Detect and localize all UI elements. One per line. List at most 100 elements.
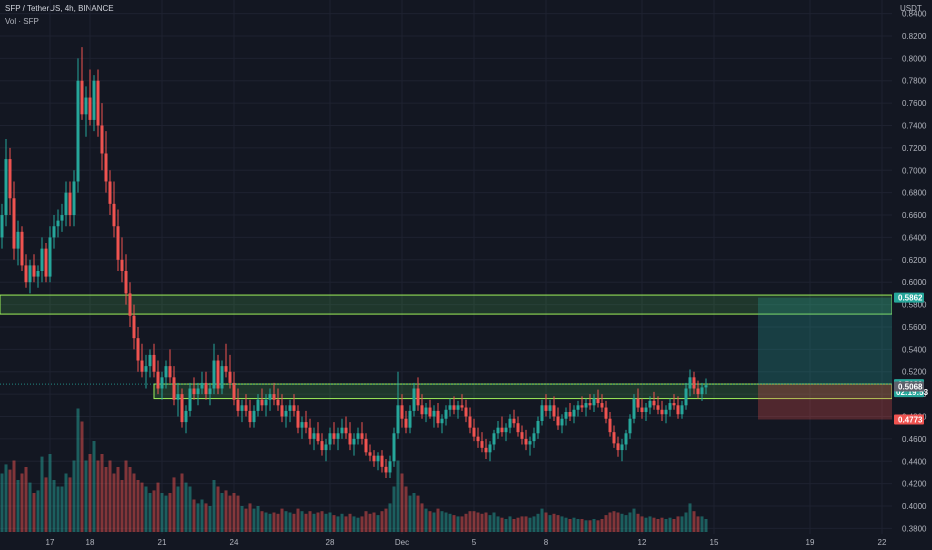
candle-body <box>608 418 612 433</box>
volume-bar <box>40 456 44 532</box>
candle-body <box>668 403 672 410</box>
candle-body <box>172 377 176 400</box>
volume-bar <box>448 513 452 532</box>
candle-body <box>184 410 188 423</box>
volume-bar <box>60 486 64 532</box>
candle-body <box>288 405 292 411</box>
time-axis[interactable]: 17 18 21 24 28 Dec 5 8 12 15 19 22 <box>0 534 892 550</box>
time-tick-label: 5 <box>472 538 477 547</box>
time-tick-label: 15 <box>710 538 719 547</box>
volume-bar <box>76 408 80 532</box>
candle-body <box>624 433 628 445</box>
price-badge-value: 0.5068 <box>898 382 923 391</box>
volume-bar <box>212 480 216 532</box>
candle-body <box>48 237 52 277</box>
volume-bar <box>600 519 604 532</box>
volume-bar <box>408 495 412 532</box>
volume-bar <box>632 508 636 532</box>
volume-bar <box>588 520 592 532</box>
candle-body <box>212 360 216 389</box>
volume-bar <box>384 508 388 532</box>
candle-body <box>140 360 144 372</box>
volume-bar <box>484 512 488 532</box>
price-badge-value: 0.5862 <box>898 294 923 303</box>
volume-bar <box>4 464 8 532</box>
volume-bar <box>336 516 340 532</box>
price-tick-label: 0.4000 <box>902 502 927 511</box>
volume-bar <box>180 473 184 532</box>
candle-body <box>260 399 264 406</box>
volume-bar <box>136 480 140 532</box>
candle-body <box>96 80 100 126</box>
volume-bar <box>184 482 188 532</box>
candle-body <box>496 427 500 434</box>
candle-body <box>656 405 660 410</box>
volume-bar <box>692 511 696 532</box>
candle-body <box>256 399 260 411</box>
price-tick-label: 0.6200 <box>902 256 927 265</box>
long-position-tool[interactable] <box>758 297 902 420</box>
time-tick-label: 21 <box>158 538 167 547</box>
volume-bar <box>200 499 204 532</box>
time-tick-label: 12 <box>638 538 647 547</box>
candle-body <box>580 405 584 408</box>
volume-bar <box>296 508 300 532</box>
grid <box>0 0 892 534</box>
volume-bar <box>460 516 464 532</box>
candle-body <box>124 271 128 294</box>
volume-indicator-label[interactable]: Vol · SFP <box>5 17 39 26</box>
candle-body <box>8 159 12 199</box>
candle-body <box>680 405 684 415</box>
candle-body <box>208 388 212 395</box>
price-axis[interactable]: USDT 0.8400 0.8200 0.8000 0.7800 0.7600 0.740… <box>892 0 932 550</box>
candle-body <box>536 420 540 434</box>
volume-bar <box>0 473 4 532</box>
candle-body <box>704 385 708 388</box>
volume-bar <box>568 519 572 532</box>
volume-bar <box>204 503 208 532</box>
candle-body <box>88 97 92 120</box>
candle-body <box>128 293 132 316</box>
candle-body <box>248 410 252 423</box>
candle-body <box>432 410 436 417</box>
volume-bar <box>528 517 532 532</box>
volume-bar <box>676 516 680 532</box>
volume-bar <box>84 460 88 532</box>
volume-bar <box>580 519 584 532</box>
time-axis-bg <box>0 534 892 550</box>
candle-body <box>300 422 304 428</box>
candle-body <box>648 400 652 408</box>
volume-bar <box>144 486 148 532</box>
candle-body <box>612 432 616 444</box>
volume-bar <box>652 517 656 532</box>
candle-body <box>324 444 328 451</box>
candle-body <box>36 271 40 277</box>
volume-bar <box>172 477 176 532</box>
symbol-header[interactable]: SFP / TetherUS, 4h, BINANCE <box>5 4 114 13</box>
volume-bar <box>56 486 60 532</box>
volume-bar <box>68 477 72 532</box>
volume-bar <box>548 515 552 532</box>
candle-body <box>364 438 368 453</box>
candle-body <box>440 418 444 424</box>
candle-body <box>372 455 376 462</box>
volume-bar <box>316 512 320 532</box>
volume-bar <box>664 519 668 532</box>
candle-body <box>488 444 492 453</box>
volume-bar <box>188 486 192 532</box>
volume-bar <box>488 515 492 532</box>
price-tick-label: 0.6000 <box>902 278 927 287</box>
candle-body <box>168 366 172 378</box>
candle-body <box>468 416 472 428</box>
volume-bar <box>280 508 284 532</box>
candle-body <box>116 226 120 260</box>
volume-bar <box>432 512 436 532</box>
candle-body <box>652 400 656 406</box>
volume-bar <box>420 503 424 532</box>
volume-bar <box>152 490 156 532</box>
candle-body <box>356 433 360 439</box>
candle-body <box>348 433 352 445</box>
